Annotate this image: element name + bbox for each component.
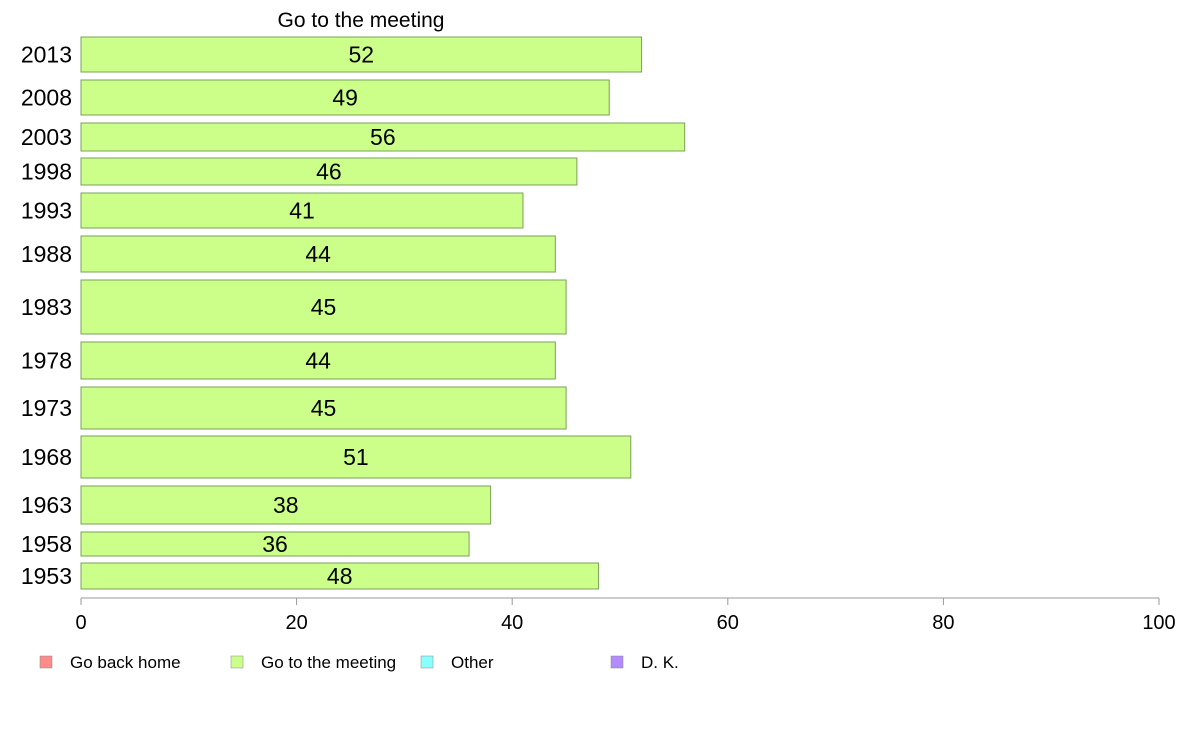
bar-2003 xyxy=(80,122,686,152)
bar-1963 xyxy=(80,485,492,525)
data-label-1958: 36 xyxy=(262,531,288,557)
data-label-1963: 38 xyxy=(273,492,299,518)
category-labels: 2013 2008 2003 1998 1993 1988 1983 1978 1973 1968… xyxy=(21,42,72,590)
legend-label: Go back home xyxy=(70,653,181,672)
category-label-2003: 2003 xyxy=(21,124,72,150)
bar-2013 xyxy=(80,36,643,73)
bar-1983 xyxy=(80,279,567,335)
legend-label: D. K. xyxy=(641,653,679,672)
data-label-1953: 48 xyxy=(327,563,353,589)
bar-1998 xyxy=(80,157,578,186)
legend-item-2: Other xyxy=(420,653,494,672)
bar-1988 xyxy=(80,235,556,273)
category-label-1958: 1958 xyxy=(21,531,72,557)
bar-1953 xyxy=(80,562,599,590)
bar-1978 xyxy=(80,341,556,380)
category-label-2008: 2008 xyxy=(21,85,72,111)
data-label-1998: 46 xyxy=(316,159,342,185)
bars-group xyxy=(80,36,686,590)
x-tick-label-40: 40 xyxy=(501,612,523,634)
category-label-1963: 1963 xyxy=(21,492,72,518)
category-label-1998: 1998 xyxy=(21,159,72,185)
legend-swatch xyxy=(420,655,434,669)
category-label-1973: 1973 xyxy=(21,395,72,421)
category-label-1968: 1968 xyxy=(21,444,72,470)
category-label-1978: 1978 xyxy=(21,348,72,374)
data-label-2008: 49 xyxy=(332,85,358,111)
data-label-2013: 52 xyxy=(348,42,374,68)
category-label-1988: 1988 xyxy=(21,241,72,267)
legend-item-1: Go to the meeting xyxy=(230,653,396,672)
x-tick-label-60: 60 xyxy=(717,612,739,634)
category-label-1993: 1993 xyxy=(21,198,72,224)
bar-1973 xyxy=(80,386,567,430)
x-tick-label-20: 20 xyxy=(285,612,307,634)
legend-item-3: D. K. xyxy=(610,653,679,672)
x-tick-label-100: 100 xyxy=(1142,612,1175,634)
legend-item-0: Go back home xyxy=(39,653,181,672)
legend-swatch xyxy=(39,655,53,669)
legend-swatch xyxy=(230,655,244,669)
bar-1993 xyxy=(80,192,524,229)
data-label-1988: 44 xyxy=(305,241,331,267)
bar-1968 xyxy=(80,435,632,479)
category-label-1983: 1983 xyxy=(21,294,72,320)
data-label-1993: 41 xyxy=(289,198,315,224)
legend: Go back home Go to the meeting Other D. K. xyxy=(39,653,679,672)
data-label-1973: 45 xyxy=(311,395,337,421)
data-label-1983: 45 xyxy=(311,294,337,320)
category-label-1953: 1953 xyxy=(21,563,72,589)
bar-1958 xyxy=(80,531,470,557)
data-label-2003: 56 xyxy=(370,124,396,150)
legend-label: Go to the meeting xyxy=(261,653,396,672)
legend-label: Other xyxy=(451,653,494,672)
bar-2008 xyxy=(80,79,610,116)
data-label-1968: 51 xyxy=(343,444,369,470)
legend-swatch xyxy=(610,655,624,669)
x-tick-label-80: 80 xyxy=(932,612,954,634)
x-axis: 0 20 40 60 80 100 xyxy=(75,597,1176,634)
chart-title: Go to the meeting xyxy=(278,9,445,32)
category-label-2013: 2013 xyxy=(21,42,72,68)
data-label-1978: 44 xyxy=(305,348,331,374)
x-tick-label-0: 0 xyxy=(75,612,86,634)
